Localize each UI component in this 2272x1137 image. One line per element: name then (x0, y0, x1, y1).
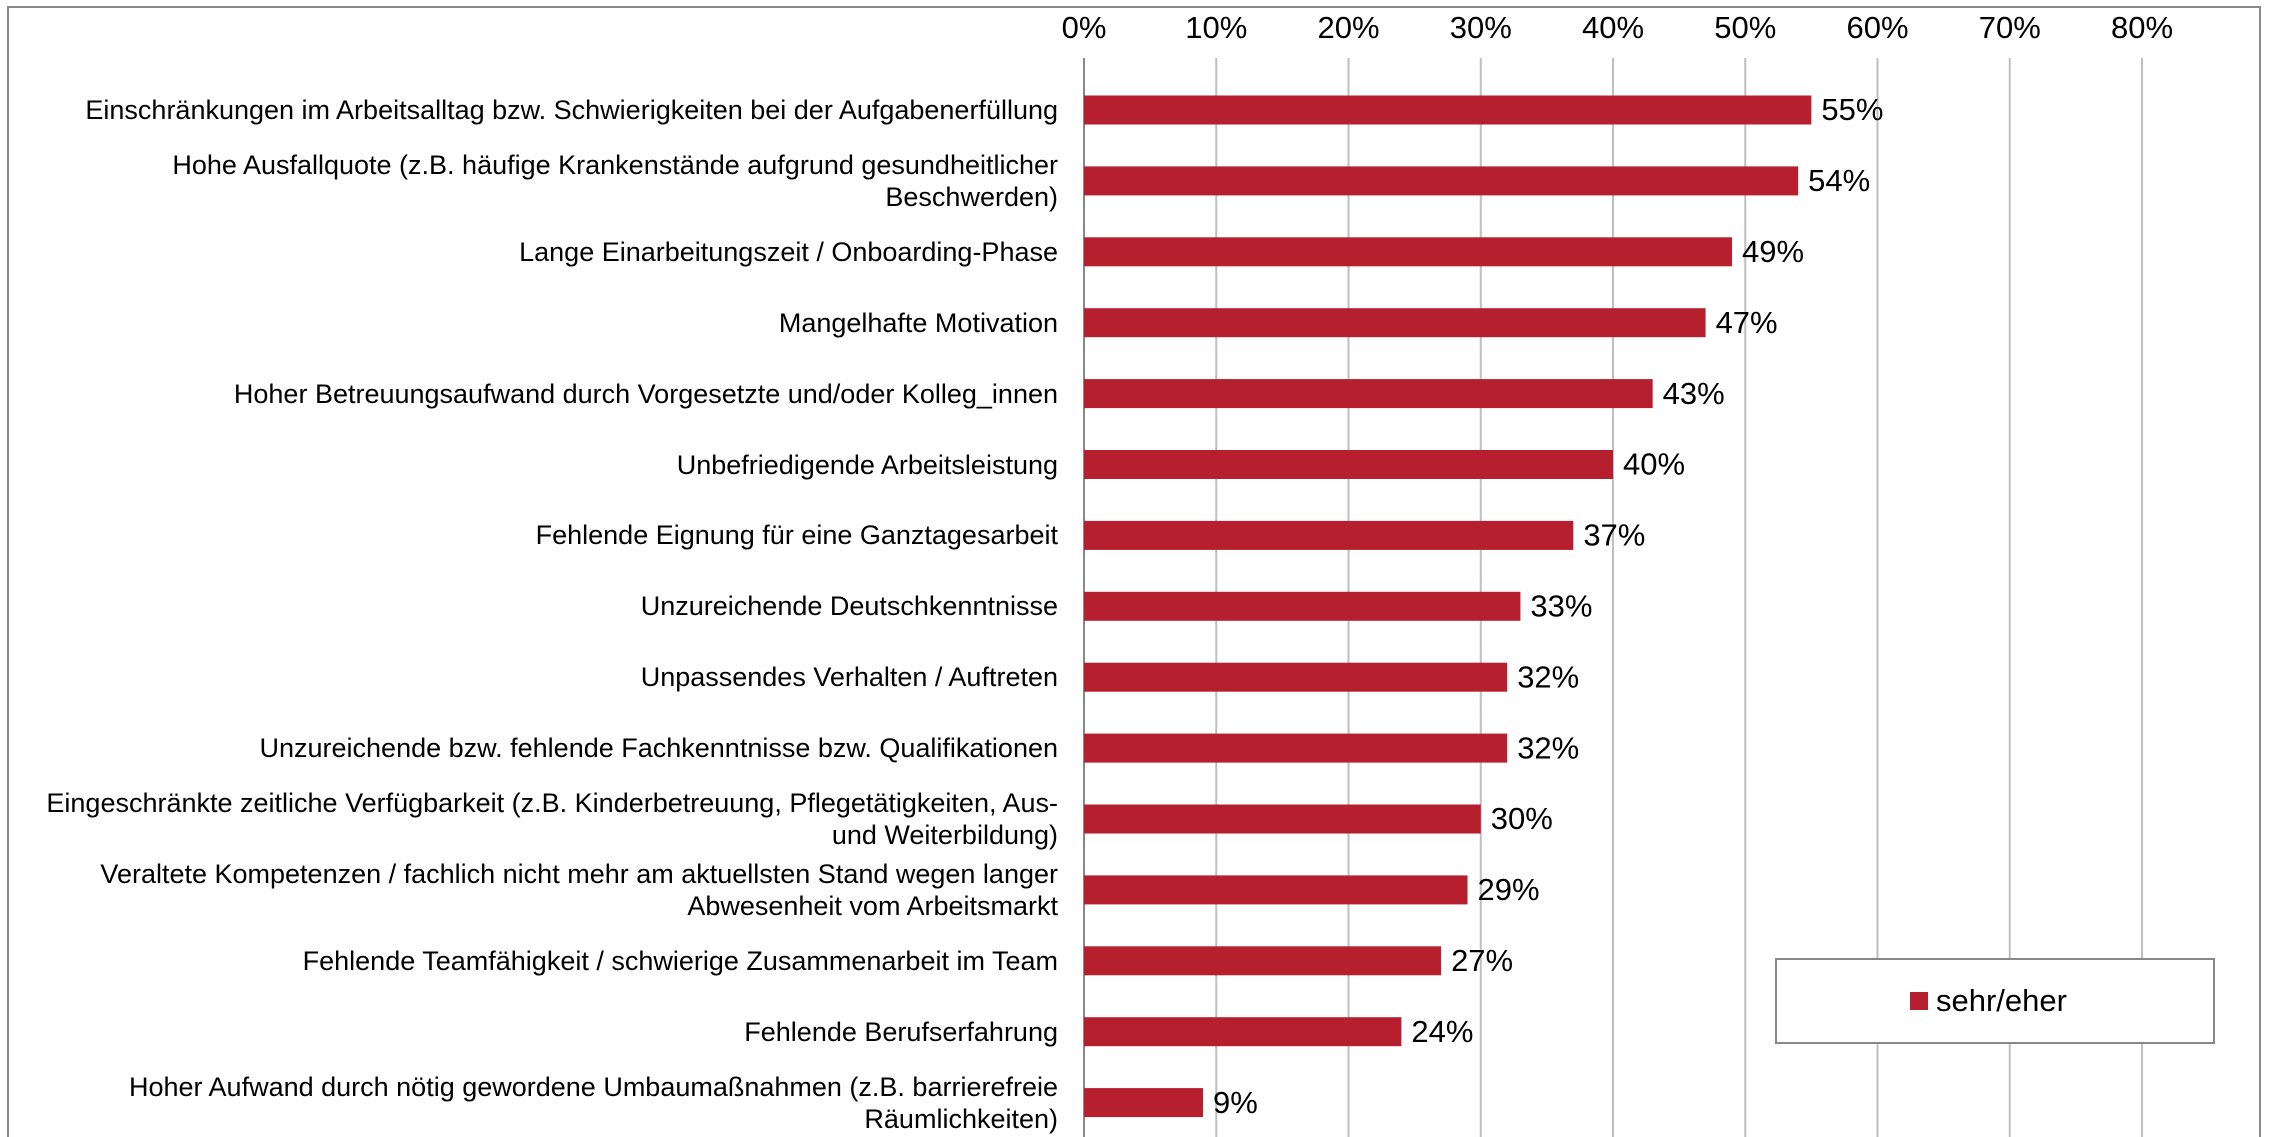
x-tick-label: 30% (1450, 10, 1512, 45)
bar (1084, 733, 1508, 763)
category-label: Unzureichende Deutschkenntnisse (640, 591, 1058, 622)
x-tick-label: 20% (1317, 10, 1379, 45)
category-label: Mangelhafte Motivation (778, 307, 1058, 338)
x-tick-label: 40% (1582, 10, 1644, 45)
bar (1084, 450, 1613, 479)
data-label: 37% (1583, 518, 1645, 553)
x-tick-label: 10% (1185, 10, 1247, 45)
data-label: 32% (1517, 659, 1579, 694)
data-label: 40% (1623, 447, 1685, 482)
bar (1084, 237, 1733, 267)
category-label: Hoher Aufwand durch nötig gewordene Umba… (129, 1071, 1058, 1134)
data-label: 49% (1742, 234, 1804, 269)
category-label: Einschränkungen im Arbeitsalltag bzw. Sc… (85, 95, 1058, 125)
x-tick-label: 0% (1062, 10, 1107, 45)
x-tick-label: 80% (2111, 10, 2173, 45)
x-tick-label: 60% (1846, 10, 1908, 45)
bar (1084, 804, 1481, 834)
category-label: Hoher Betreuungsaufwand durch Vorgesetzt… (233, 378, 1058, 409)
bar (1084, 591, 1521, 621)
data-label: 33% (1530, 588, 1592, 623)
category-label: Fehlende Berufserfahrung (744, 1016, 1058, 1047)
bar (1084, 520, 1574, 550)
data-label: 30% (1491, 801, 1553, 836)
legend-label: sehr/eher (1936, 983, 2067, 1018)
bar (1084, 662, 1508, 692)
category-label: Unzureichende bzw. fehlende Fachkenntnis… (259, 733, 1059, 764)
category-label: Lange Einarbeitungszeit / Onboarding-Pha… (519, 236, 1058, 267)
data-label: 27% (1451, 943, 1513, 978)
bar (1084, 946, 1442, 976)
bar (1084, 875, 1468, 905)
x-tick-label: 50% (1714, 10, 1776, 45)
data-label: 47% (1716, 305, 1778, 340)
bar (1084, 379, 1653, 409)
bar (1084, 166, 1799, 196)
bar (1084, 1088, 1204, 1118)
bar (1084, 308, 1706, 338)
category-label: Fehlende Eignung für eine Ganztagesarbei… (535, 520, 1058, 551)
data-label: 29% (1478, 872, 1540, 907)
x-tick-label: 70% (1979, 10, 2041, 45)
category-label: Unbefriedigende Arbeitsleistung (676, 449, 1058, 480)
data-label: 55% (1821, 92, 1883, 127)
data-label: 32% (1517, 730, 1579, 765)
legend-box (1775, 958, 2215, 1044)
data-label: 43% (1663, 376, 1725, 411)
category-label: Unpassendes Verhalten / Auftreten (640, 662, 1058, 693)
legend-swatch (1910, 992, 1928, 1010)
data-label: 24% (1411, 1014, 1473, 1049)
category-label: Hohe Ausfallquote (z.B. häufige Krankens… (172, 149, 1058, 212)
data-label: 9% (1213, 1085, 1258, 1120)
data-label: 54% (1808, 163, 1870, 198)
bar (1084, 1017, 1402, 1047)
category-label: Eingeschränkte zeitliche Verfügbarkeit (… (46, 788, 1058, 850)
category-label: Veraltete Kompetenzen / fachlich nicht m… (100, 858, 1058, 921)
bar (1084, 95, 1812, 125)
frame (7, 6, 2261, 1137)
category-label: Fehlende Teamfähigkeit / schwierige Zusa… (302, 945, 1058, 976)
